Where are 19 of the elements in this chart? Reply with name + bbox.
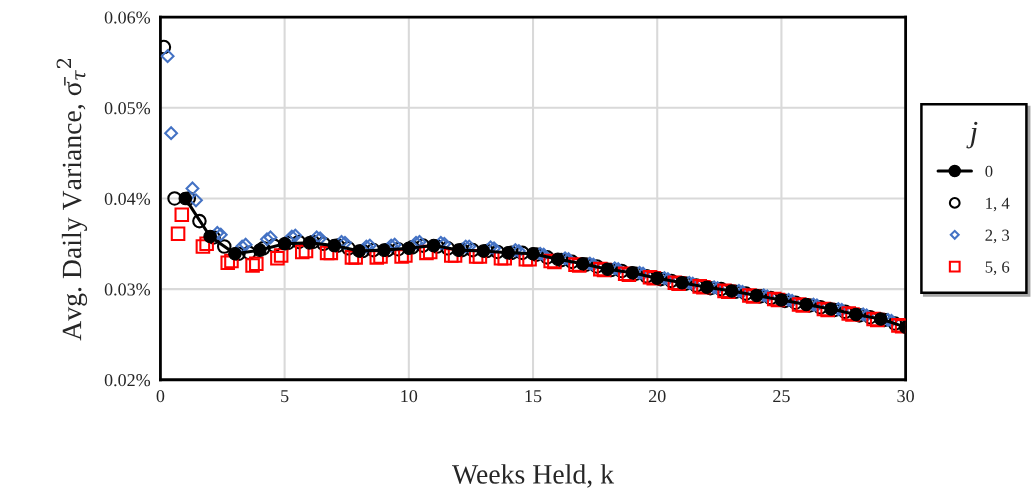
legend-label: 2, 3 [985,229,1010,244]
x-tick-label: 10 [401,389,418,403]
x-tick-label: 15 [525,390,542,403]
y-axis-title: Avg. Daily Variance, σ̄$_{τ}$$^{2}$ [56,58,88,341]
legend-label: 0 [985,165,993,178]
x-tick-label: 30 [897,389,914,403]
x-axis-title: Weeks Held, k [452,464,615,488]
legend-label: 5, 6 [985,261,1010,276]
x-tick-label: 5 [281,390,289,403]
legend-title: j [966,121,978,149]
x-tick-label: 25 [773,390,790,403]
x-tick-label: 20 [648,389,666,403]
y-tick-label: 0.02% [104,374,151,387]
y-tick-label: 0.03% [104,283,151,296]
legend-label: 1, 4 [986,197,1010,212]
x-tick-label: 0 [156,389,165,403]
y-tick-label: 0.04% [104,192,151,205]
y-tick-label: 0.05% [104,102,151,115]
y-tick-label: 0.06% [104,11,151,24]
